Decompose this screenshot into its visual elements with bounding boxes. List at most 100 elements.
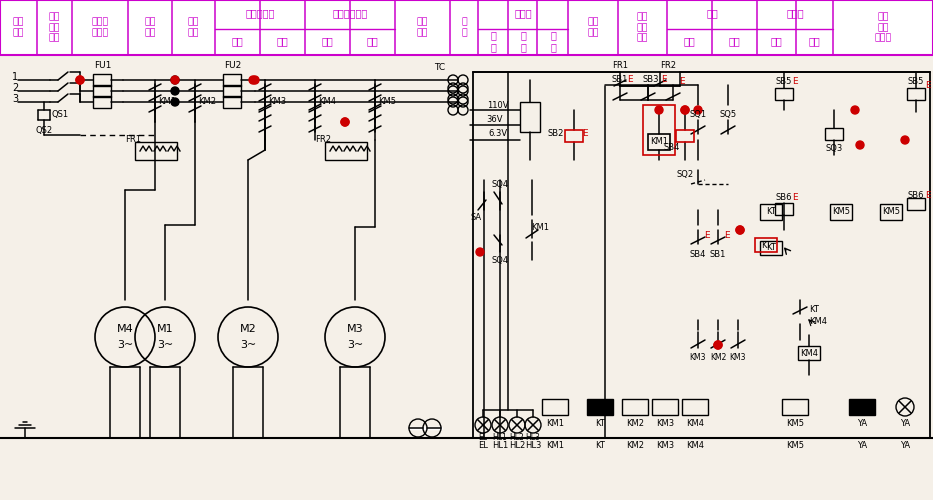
Text: 下降: 下降 (729, 36, 741, 46)
Text: M3: M3 (347, 324, 363, 334)
Text: KM2: KM2 (626, 418, 644, 428)
Text: E: E (792, 78, 798, 86)
Text: HL3: HL3 (525, 432, 540, 442)
Bar (907, 88, 925, 100)
Bar (587, 399, 613, 415)
Bar (93, 96, 111, 108)
Text: 2: 2 (12, 83, 19, 93)
Text: KM5: KM5 (786, 418, 804, 428)
Bar (135, 142, 177, 160)
Circle shape (341, 118, 349, 126)
Text: 短路
过载
保护: 短路 过载 保护 (49, 12, 61, 42)
Text: 放松
夹紧
电磁铁: 放松 夹紧 电磁铁 (874, 12, 892, 42)
Bar (775, 88, 793, 100)
Text: 放松: 放松 (322, 36, 333, 46)
Text: 110V: 110V (487, 100, 508, 110)
Circle shape (736, 226, 744, 234)
Text: KM5: KM5 (882, 208, 900, 216)
Bar (652, 399, 678, 415)
Text: FR1: FR1 (612, 62, 628, 70)
Bar (760, 204, 782, 220)
Bar (325, 142, 367, 160)
Text: KM3: KM3 (656, 418, 674, 428)
Text: KM4: KM4 (686, 418, 704, 428)
Text: 摇臂电动机: 摇臂电动机 (245, 8, 274, 18)
Bar (520, 102, 540, 132)
Text: M1: M1 (157, 324, 174, 334)
Bar (760, 241, 782, 255)
Text: M2: M2 (240, 324, 257, 334)
Text: 上升: 上升 (684, 36, 695, 46)
Bar (542, 399, 568, 415)
Text: 液压泵: 液压泵 (787, 8, 804, 18)
Bar (880, 204, 902, 220)
Text: KM1: KM1 (546, 440, 564, 450)
Text: KM2: KM2 (710, 353, 726, 362)
Text: SB6: SB6 (908, 190, 925, 200)
Text: 主轴
电机: 主轴 电机 (145, 18, 156, 37)
Text: 液压泵电动机: 液压泵电动机 (332, 8, 368, 18)
Text: SQ5: SQ5 (719, 110, 736, 120)
Circle shape (681, 106, 689, 114)
Text: SB3: SB3 (643, 74, 660, 84)
Text: E: E (679, 78, 685, 86)
Text: HL3: HL3 (524, 440, 541, 450)
Text: KT: KT (595, 440, 605, 450)
Circle shape (249, 76, 257, 84)
Text: 6.3V: 6.3V (489, 130, 508, 138)
Circle shape (901, 136, 909, 144)
Bar (622, 399, 648, 415)
Bar (782, 399, 808, 415)
Bar (223, 74, 241, 86)
Text: FR1: FR1 (125, 136, 141, 144)
Text: E: E (926, 192, 931, 200)
Circle shape (171, 76, 179, 84)
Bar (907, 198, 925, 210)
Text: KM3: KM3 (268, 96, 286, 106)
Circle shape (171, 76, 179, 84)
Text: 3~: 3~ (117, 340, 133, 350)
Text: HL1: HL1 (493, 432, 508, 442)
Text: KT: KT (766, 208, 776, 216)
Bar (825, 128, 843, 140)
Text: E: E (724, 230, 730, 239)
Text: KT: KT (766, 244, 776, 252)
Bar (849, 399, 875, 415)
Text: KM3: KM3 (730, 353, 746, 362)
Bar (643, 105, 675, 155)
Circle shape (171, 87, 179, 95)
Text: 3~: 3~ (157, 340, 174, 350)
Bar (565, 130, 583, 142)
Text: SB1: SB1 (612, 74, 628, 84)
Text: 夹
紧: 夹 紧 (490, 30, 496, 52)
Text: 夹紧: 夹紧 (808, 36, 820, 46)
Text: 放松: 放松 (770, 36, 782, 46)
Text: M4: M4 (117, 324, 133, 334)
Text: SA: SA (470, 214, 481, 222)
Text: HL2: HL2 (509, 432, 524, 442)
Text: FU2: FU2 (224, 62, 242, 70)
Circle shape (341, 118, 349, 126)
Text: KM2: KM2 (198, 96, 216, 106)
Text: KT: KT (595, 418, 605, 428)
Circle shape (655, 106, 663, 114)
Text: FR2: FR2 (660, 62, 676, 70)
Text: 夹紧: 夹紧 (367, 36, 379, 46)
Text: SB2: SB2 (548, 130, 564, 138)
Text: 下降: 下降 (276, 36, 288, 46)
Text: FR2: FR2 (315, 136, 331, 144)
Circle shape (694, 106, 702, 114)
Text: KM1: KM1 (650, 138, 668, 146)
Text: QS1: QS1 (51, 110, 68, 120)
Circle shape (76, 76, 84, 84)
Text: SQ3: SQ3 (826, 144, 842, 153)
Circle shape (681, 106, 689, 114)
Text: SQ2: SQ2 (676, 170, 694, 179)
Text: 照
明: 照 明 (461, 18, 466, 37)
Circle shape (76, 76, 84, 84)
Text: 主
轴: 主 轴 (550, 30, 556, 52)
Text: KT: KT (761, 240, 771, 250)
Circle shape (714, 341, 722, 349)
Circle shape (856, 141, 864, 149)
Bar (830, 204, 852, 220)
